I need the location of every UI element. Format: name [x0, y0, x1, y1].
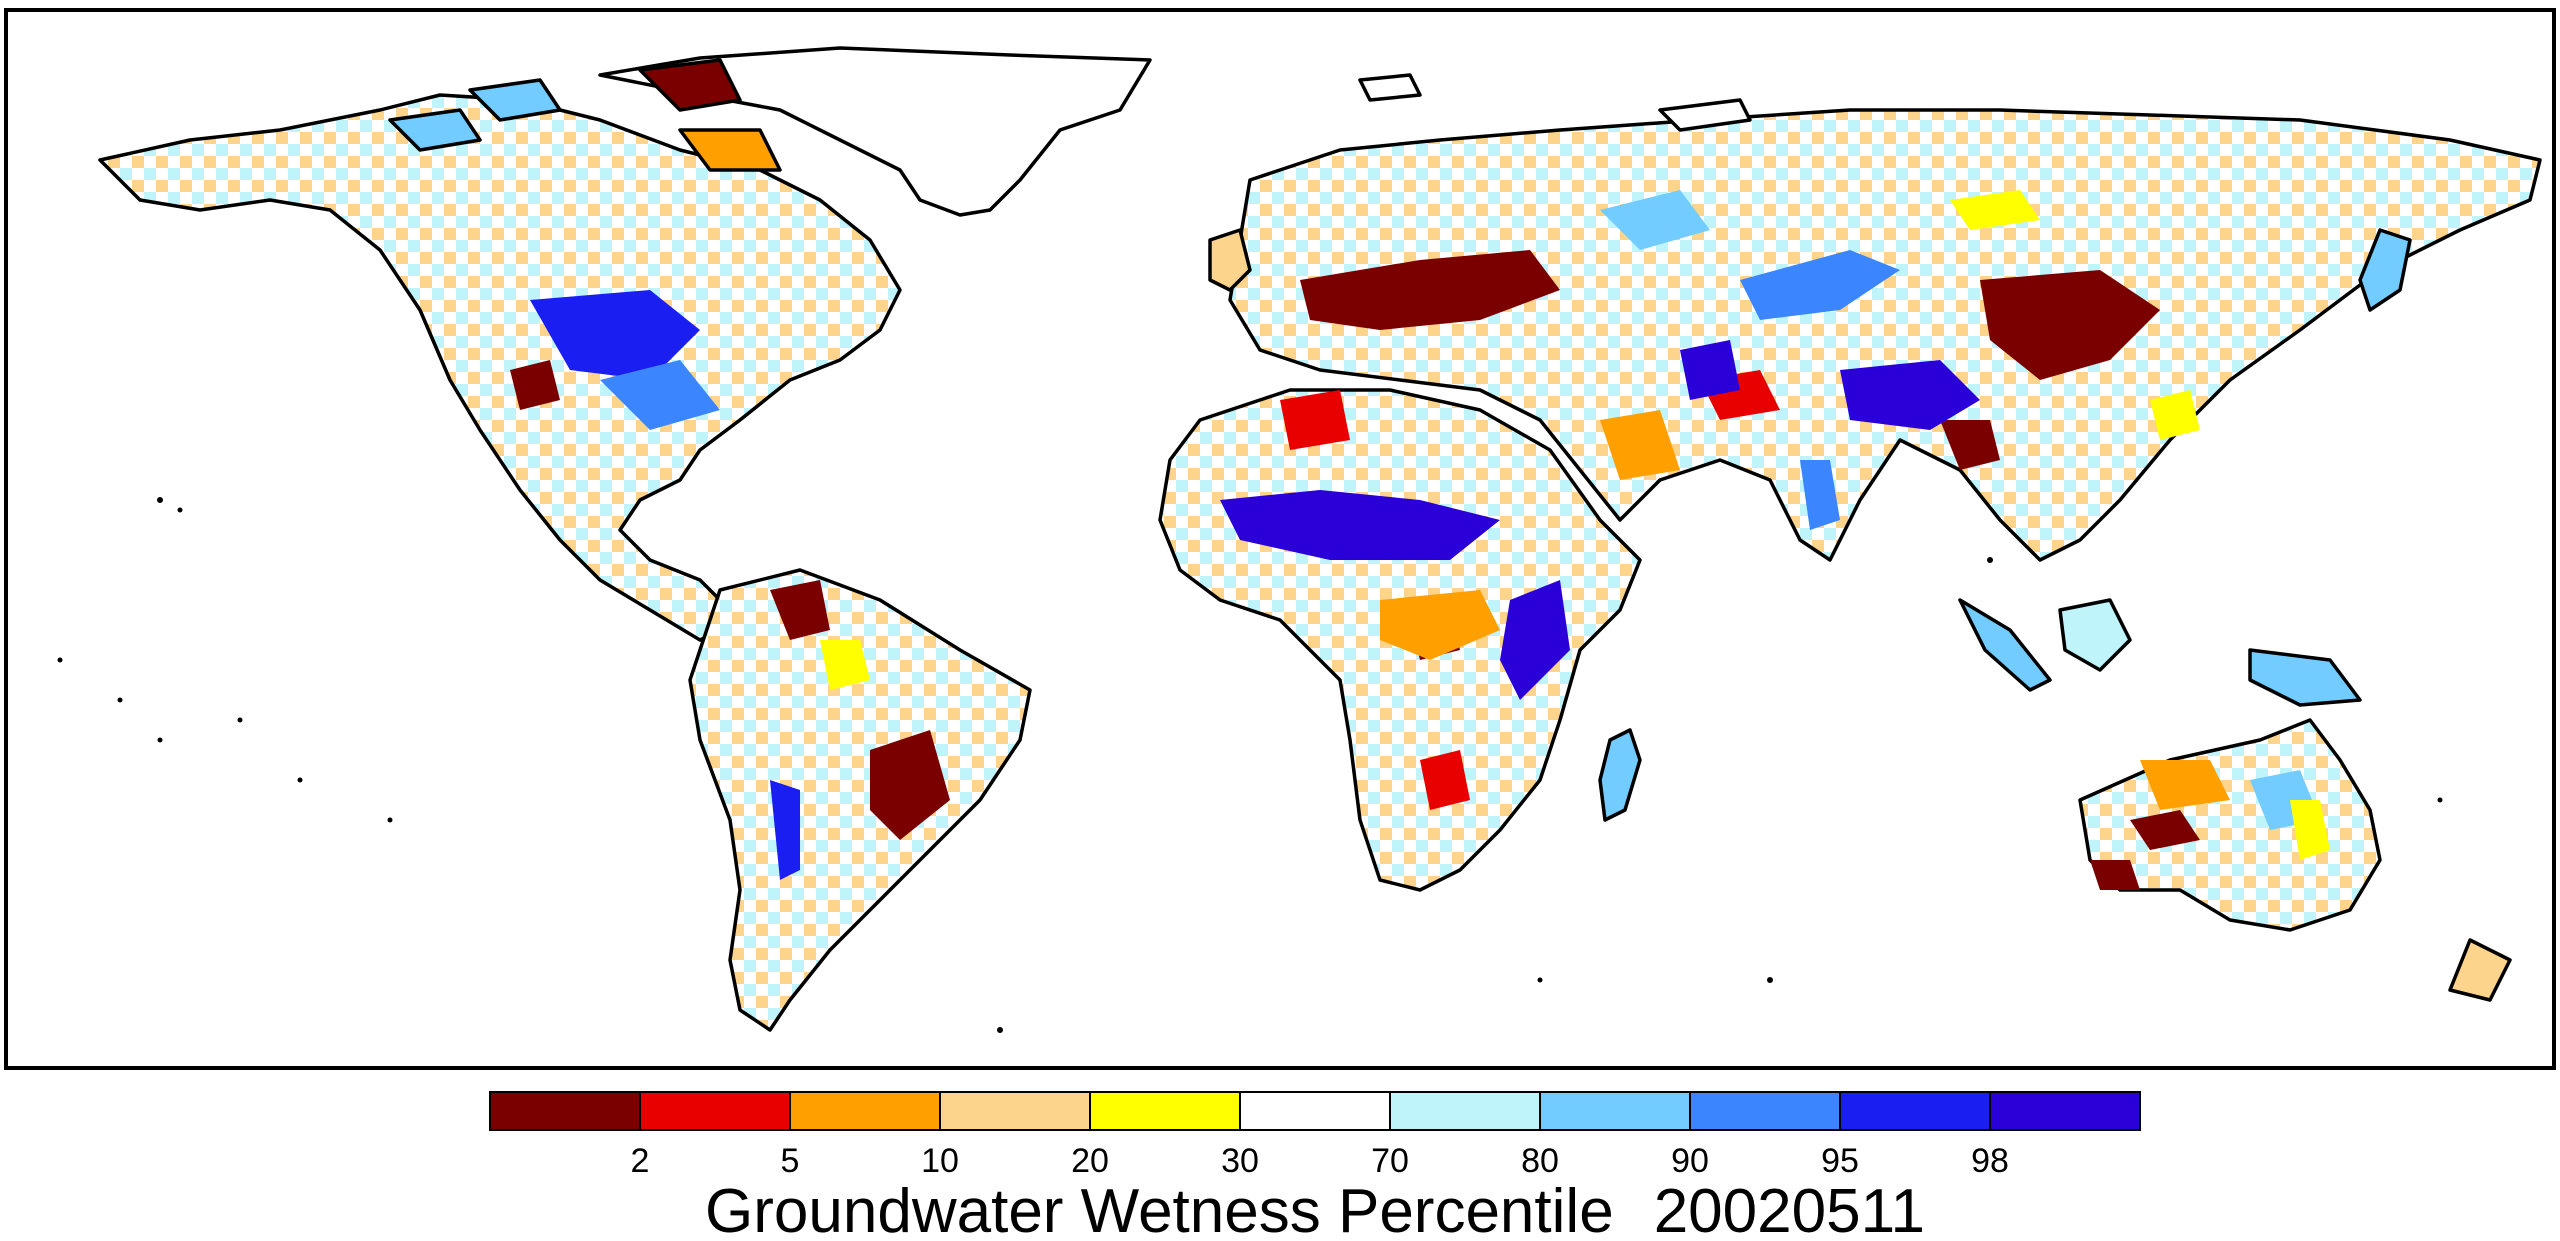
madagascar-landmass [1598, 728, 1642, 822]
colorbar-bin-10 [1839, 1091, 1991, 1131]
new-guinea-landmass [2248, 648, 2362, 707]
colorbar-bin-9 [1689, 1091, 1841, 1131]
borneo-landmass [2058, 598, 2132, 672]
colorbar-bin-6 [1239, 1091, 1391, 1131]
colorbar [489, 1091, 2141, 1131]
map-title-text: Groundwater Wetness Percentile [705, 1177, 1614, 1241]
legend-label-30: 30 [1221, 1142, 1259, 1180]
greenland-landmass [598, 46, 1152, 217]
colorbar-bin-3 [789, 1091, 941, 1131]
colorbar-bin-11 [1989, 1091, 2141, 1131]
eurasia-landmass [1228, 108, 2542, 562]
new-zealand-landmass [2448, 938, 2512, 1002]
legend-label-98: 98 [1971, 1142, 2009, 1180]
legend-label-80: 80 [1521, 1142, 1559, 1180]
north-america-landmass [98, 93, 902, 642]
colorbar-bin-2 [639, 1091, 791, 1131]
colorbar-bin-8 [1539, 1091, 1691, 1131]
map-title-date: 20020511 [1654, 1177, 1925, 1241]
colorbar-bin-5 [1089, 1091, 1241, 1131]
legend-label-10: 10 [921, 1142, 959, 1180]
legend: 2 5 10 20 30 70 80 90 95 98 Groundwater … [489, 1091, 2141, 1241]
legend-label-95: 95 [1821, 1142, 1859, 1180]
colorbar-bin-7 [1389, 1091, 1541, 1131]
legend-label-90: 90 [1671, 1142, 1709, 1180]
map-title: Groundwater Wetness Percentile 20020511 [705, 1177, 1925, 1241]
colorbar-bin-1 [489, 1091, 641, 1131]
sumatra-landmass [1958, 598, 2052, 692]
arctic-islands [388, 58, 1752, 172]
colorbar-labels: 2 5 10 20 30 70 80 90 95 98 [631, 1142, 2009, 1180]
legend-label-5: 5 [781, 1142, 800, 1180]
south-america-landmass [688, 568, 1032, 1032]
japan-landmass [2358, 228, 2412, 312]
british-isles-landmass [1208, 228, 1252, 292]
anomaly-patches [510, 190, 2330, 890]
colorbar-bin-4 [939, 1091, 1091, 1131]
legend-label-20: 20 [1071, 1142, 1109, 1180]
legend-label-2: 2 [631, 1142, 650, 1180]
legend-label-70: 70 [1371, 1142, 1409, 1180]
small-islands [57, 497, 2443, 1033]
